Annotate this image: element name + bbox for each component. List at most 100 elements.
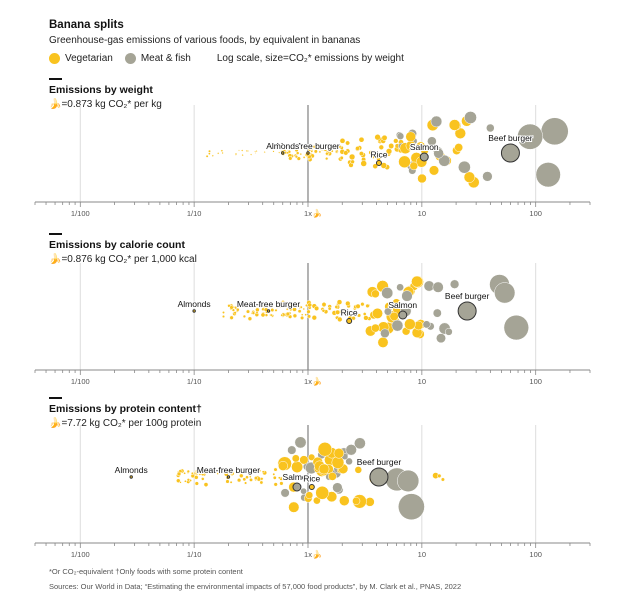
dot-vegetarian	[194, 481, 199, 486]
highlight-dot-almonds	[281, 151, 285, 155]
food-label: Almonds	[266, 141, 299, 151]
highlight-dot-beef-burger	[369, 467, 389, 487]
dot-vegetarian	[334, 145, 338, 149]
dot-vegetarian	[229, 480, 233, 484]
dot-vegetarian	[448, 119, 461, 131]
dot-vegetarian	[286, 151, 290, 155]
dot-vegetarian	[229, 305, 234, 310]
dot-vegetarian	[339, 495, 350, 506]
dot-vegetarian	[454, 143, 464, 152]
dot-vegetarian	[249, 477, 253, 482]
dot-vegetarian	[405, 131, 416, 142]
dot-vegetarian	[285, 311, 291, 317]
dot-vegetarian	[345, 140, 351, 146]
dot-vegetarian	[310, 150, 314, 153]
legend-label-vegetarian: Vegetarian	[65, 53, 113, 64]
dot-vegetarian	[176, 471, 182, 477]
dot-vegetarian	[184, 479, 187, 483]
dot-vegetarian	[440, 477, 445, 482]
dot-vegetarian	[335, 309, 341, 315]
dot-vegetarian	[337, 316, 343, 323]
dot-vegetarian	[343, 150, 349, 156]
dot-vegetarian	[363, 315, 369, 321]
highlight-dot-salmon	[398, 310, 408, 320]
highlight-dot-meat-free-burger	[266, 309, 271, 313]
dot-vegetarian	[385, 148, 393, 155]
food-label: Rice	[370, 150, 387, 160]
legend-label-meat-fish: Meat & fish	[140, 53, 191, 64]
dot-vegetarian	[203, 482, 209, 487]
dot-vegetarian	[334, 150, 338, 154]
panel-rule	[49, 397, 62, 399]
dot-vegetarian	[186, 469, 190, 474]
x-tick-label: 1x	[304, 550, 312, 559]
dot-vegetarian	[274, 308, 278, 312]
dot-vegetarian	[336, 299, 343, 305]
highlight-dot-meat-free-burger	[306, 151, 310, 155]
dot-vegetarian	[251, 311, 256, 315]
chart-emissions-by-calorie: Almonds Meat-free burger Rice Salmon Beef bu…	[34, 263, 591, 386]
dot-vegetarian	[321, 308, 326, 313]
dot-vegetarian	[221, 314, 226, 319]
dot-vegetarian	[289, 145, 293, 149]
dot-meat-fish	[486, 123, 495, 133]
dot-vegetarian	[231, 308, 236, 312]
dot-vegetarian	[360, 302, 365, 307]
chart-subtitle: Greenhouse-gas emissions of various food…	[49, 35, 361, 46]
dot-vegetarian	[211, 154, 214, 157]
dot-vegetarian	[254, 152, 257, 154]
food-label: Beef burger	[357, 457, 402, 467]
dot-vegetarian	[235, 307, 240, 312]
dot-vegetarian	[176, 478, 181, 483]
dot-vegetarian	[270, 307, 275, 313]
dot-vegetarian	[315, 485, 330, 500]
dot-vegetarian	[263, 151, 266, 154]
dot-vegetarian	[190, 471, 194, 475]
dot-meat-fish	[398, 493, 425, 521]
dot-vegetarian	[372, 163, 378, 169]
dot-vegetarian	[261, 470, 265, 474]
x-tick-label: 10	[418, 209, 426, 218]
dot-vegetarian	[305, 491, 314, 500]
dot-vegetarian	[264, 313, 269, 317]
dots	[221, 274, 529, 348]
dot-vegetarian	[317, 442, 333, 457]
dot-vegetarian	[201, 477, 205, 481]
dot-vegetarian	[239, 473, 244, 479]
banana-icon: 🍌	[49, 99, 62, 110]
chart-title: Banana splits	[49, 19, 124, 31]
dot-meat-fish	[396, 132, 405, 140]
x-tick-label: 1x	[304, 209, 312, 218]
dot-vegetarian	[295, 305, 299, 309]
footnote: *Or CO₂-equivalent †Only foods with some…	[49, 567, 243, 576]
dot-meat-fish	[432, 281, 444, 293]
dot-vegetarian	[350, 159, 355, 165]
dot-meat-fish	[540, 117, 569, 146]
dot-vegetarian	[256, 469, 260, 474]
dot-vegetarian	[272, 472, 276, 476]
dot-vegetarian	[194, 472, 198, 475]
dot-vegetarian	[321, 302, 327, 307]
dot-vegetarian	[292, 313, 298, 319]
dot-vegetarian	[255, 307, 260, 313]
dot-vegetarian	[216, 472, 220, 475]
dot-vegetarian	[247, 316, 253, 321]
dot-vegetarian	[273, 467, 278, 472]
dot-vegetarian	[333, 448, 345, 459]
panel-unit-note: =0.873 kg CO₂* per kg	[61, 99, 162, 110]
dot-vegetarian	[300, 315, 305, 320]
dot-vegetarian	[200, 472, 205, 477]
food-label: Meat-free burger	[276, 141, 339, 151]
dot-vegetarian	[330, 149, 334, 153]
x-tick-label: 1/100	[71, 209, 90, 218]
dot-vegetarian	[294, 155, 299, 159]
banana-icon: 🍌	[312, 376, 322, 386]
dot-vegetarian	[307, 302, 313, 308]
x-tick-label: 1/10	[187, 377, 202, 386]
dot-vegetarian	[358, 151, 364, 157]
x-tick-label: 1/10	[187, 209, 202, 218]
dot-vegetarian	[222, 311, 225, 314]
dot-vegetarian	[404, 318, 416, 330]
dot-vegetarian	[299, 305, 303, 309]
dot-meat-fish	[432, 308, 442, 318]
